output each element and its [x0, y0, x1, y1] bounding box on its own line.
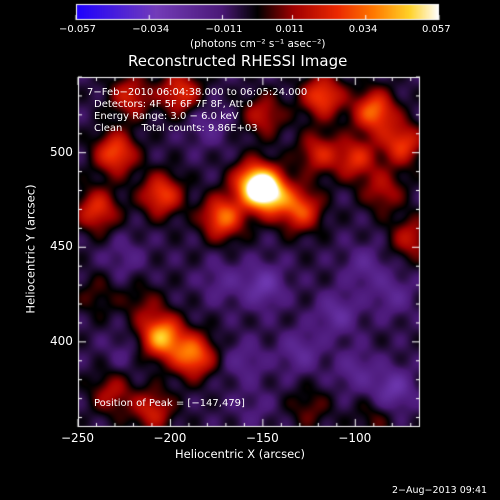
colorbar-tick-label: 0.057 [422, 24, 451, 35]
colorbar-tick-label: −0.011 [205, 24, 243, 35]
x-tick-label: −200 [153, 431, 187, 445]
x-tick-label: −150 [245, 431, 279, 445]
x-tick-label: −250 [61, 431, 94, 445]
annotation-clean-counts: Clean Total counts: 9.86E+03 [94, 123, 258, 134]
y-tick-label: 500 [50, 144, 73, 159]
colorbar-tick-label: −0.034 [132, 24, 170, 35]
annotation-detectors: Detectors: 4F 5F 6F 7F 8F, Att 0 [94, 99, 254, 110]
annotation-energy-range: Energy Range: 3.0 − 6.0 keV [94, 111, 239, 122]
chart-title: Reconstructed RHESSI Image [128, 52, 348, 70]
colorbar-tick-label: 0.034 [348, 24, 378, 35]
y-axis-label: Heliocentric Y (arcsec) [23, 184, 38, 314]
y-tick-label: 400 [50, 333, 73, 348]
x-tick-label: −100 [338, 431, 372, 445]
annotation-peak-position: Position of Peak = [−147,479] [94, 398, 245, 409]
y-tick-label: 450 [50, 239, 73, 254]
colorbar-tick-label: −0.057 [59, 24, 97, 35]
footer-timestamp: 2−Aug−2013 09:41 [392, 485, 488, 496]
colorbar-units-label: (photons cm⁻² s⁻¹ asec⁻²) [190, 38, 326, 50]
annotation-time-range: 7−Feb−2010 06:04:38.000 to 06:05:24.000 [87, 87, 308, 98]
x-axis-label: Heliocentric X (arcsec) [175, 447, 305, 461]
colorbar-tick-label: 0.011 [275, 24, 305, 35]
